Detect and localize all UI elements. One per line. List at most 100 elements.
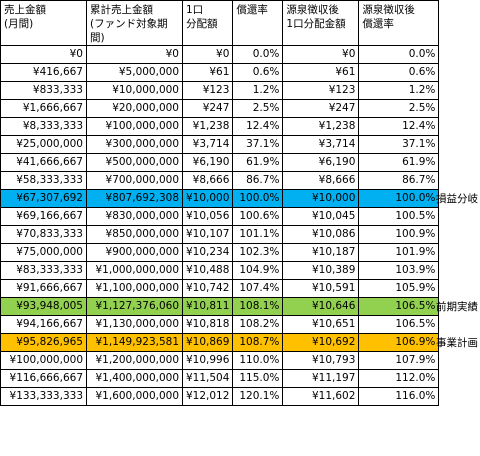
table-row: ¥91,666,667 ¥1,100,000,000 ¥10,742 107.4% ¥1… bbox=[0, 279, 440, 298]
monthly-sales-cell: ¥133,333,333 bbox=[0, 387, 87, 406]
redemption-rate-cell: 115.0% bbox=[232, 369, 284, 388]
monthly-sales-cell: ¥25,000,000 bbox=[0, 135, 87, 154]
cumulative-sales-cell: ¥1,127,376,060 bbox=[86, 297, 183, 316]
cumulative-sales-cell: ¥0 bbox=[86, 45, 183, 64]
redemption-rate-cell: 102.3% bbox=[232, 243, 284, 262]
distribution-cell: ¥8,666 bbox=[181, 171, 234, 190]
after-tax-distribution-cell: ¥1,238 bbox=[282, 117, 360, 136]
after-tax-distribution-cell: ¥10,187 bbox=[282, 243, 360, 262]
after-tax-distribution-cell: ¥10,000 bbox=[282, 189, 360, 208]
monthly-sales-cell: ¥116,666,667 bbox=[0, 369, 87, 388]
redemption-rate-cell: 107.4% bbox=[232, 279, 284, 298]
cumulative-sales-cell: ¥807,692,308 bbox=[86, 189, 183, 208]
cumulative-sales-cell: ¥830,000,000 bbox=[86, 207, 183, 226]
monthly-sales-cell: ¥75,000,000 bbox=[0, 243, 87, 262]
after-tax-distribution-cell: ¥11,197 bbox=[282, 369, 360, 388]
table-row: ¥25,000,000 ¥300,000,000 ¥3,714 37.1% ¥3,714… bbox=[0, 135, 440, 154]
cumulative-sales-cell: ¥100,000,000 bbox=[86, 117, 183, 136]
after-tax-distribution-cell: ¥247 bbox=[282, 99, 360, 118]
after-tax-rate-cell: 86.7% bbox=[358, 171, 440, 190]
distribution-cell: ¥10,996 bbox=[181, 351, 234, 370]
distribution-cell: ¥10,811 bbox=[181, 297, 234, 316]
monthly-sales-cell: ¥8,333,333 bbox=[0, 117, 87, 136]
table-row: ¥416,667 ¥5,000,000 ¥61 0.6% ¥61 0.6% bbox=[0, 63, 440, 82]
redemption-rate-cell: 110.0% bbox=[232, 351, 284, 370]
monthly-sales-cell: ¥67,307,692 bbox=[0, 189, 87, 208]
distribution-cell: ¥10,869 bbox=[181, 333, 234, 352]
after-tax-distribution-cell: ¥123 bbox=[282, 81, 360, 100]
distribution-cell: ¥10,488 bbox=[181, 261, 234, 280]
cumulative-sales-cell: ¥1,130,000,000 bbox=[86, 315, 183, 334]
table-row: ¥0 ¥0 ¥0 0.0% ¥0 0.0% bbox=[0, 45, 440, 64]
table-row: ¥83,333,333 ¥1,000,000,000 ¥10,488 104.9% ¥1… bbox=[0, 261, 440, 280]
monthly-sales-cell: ¥94,166,667 bbox=[0, 315, 87, 334]
redemption-rate-cell: 0.6% bbox=[232, 63, 284, 82]
after-tax-rate-cell: 2.5% bbox=[358, 99, 440, 118]
after-tax-rate-cell: 107.9% bbox=[358, 351, 440, 370]
distribution-cell: ¥11,504 bbox=[181, 369, 234, 388]
monthly-sales-cell: ¥416,667 bbox=[0, 63, 87, 82]
table-row: ¥93,948,005 ¥1,127,376,060 ¥10,811 108.1% ¥1… bbox=[0, 297, 440, 316]
redemption-table: 売上金額 (月間) 累計売上金額 (ファンド対象期間) 1口 分配額 償還率 源泉徴収… bbox=[0, 0, 440, 406]
after-tax-rate-cell: 106.5% bbox=[358, 297, 440, 316]
table-row: ¥75,000,000 ¥900,000,000 ¥10,234 102.3% ¥10,… bbox=[0, 243, 440, 262]
table-row: ¥133,333,333 ¥1,600,000,000 ¥12,012 120.1% ¥… bbox=[0, 387, 440, 406]
after-tax-rate-cell: 103.9% bbox=[358, 261, 440, 280]
after-tax-rate-cell: 112.0% bbox=[358, 369, 440, 388]
table-row: ¥8,333,333 ¥100,000,000 ¥1,238 12.4% ¥1,238 1… bbox=[0, 117, 440, 136]
after-tax-rate-cell: 37.1% bbox=[358, 135, 440, 154]
table-row: ¥100,000,000 ¥1,200,000,000 ¥10,996 110.0% ¥… bbox=[0, 351, 440, 370]
cumulative-sales-cell: ¥300,000,000 bbox=[86, 135, 183, 154]
distribution-cell: ¥10,818 bbox=[181, 315, 234, 334]
redemption-rate-cell: 108.7% bbox=[232, 333, 284, 352]
header-redemption-rate: 償還率 bbox=[232, 0, 284, 46]
monthly-sales-cell: ¥70,833,333 bbox=[0, 225, 87, 244]
distribution-cell: ¥10,234 bbox=[181, 243, 234, 262]
cumulative-sales-cell: ¥1,000,000,000 bbox=[86, 261, 183, 280]
header-monthly-sales: 売上金額 (月間) bbox=[0, 0, 87, 46]
after-tax-distribution-cell: ¥10,646 bbox=[282, 297, 360, 316]
after-tax-distribution-cell: ¥61 bbox=[282, 63, 360, 82]
table-row: ¥70,833,333 ¥850,000,000 ¥10,107 101.1% ¥10,… bbox=[0, 225, 440, 244]
table-row: ¥116,666,667 ¥1,400,000,000 ¥11,504 115.0% ¥… bbox=[0, 369, 440, 388]
header-distribution-per-unit: 1口 分配額 bbox=[181, 0, 234, 46]
redemption-rate-cell: 86.7% bbox=[232, 171, 284, 190]
after-tax-distribution-cell: ¥3,714 bbox=[282, 135, 360, 154]
after-tax-distribution-cell: ¥10,086 bbox=[282, 225, 360, 244]
after-tax-distribution-cell: ¥10,793 bbox=[282, 351, 360, 370]
redemption-rate-cell: 108.2% bbox=[232, 315, 284, 334]
redemption-rate-cell: 37.1% bbox=[232, 135, 284, 154]
cumulative-sales-cell: ¥5,000,000 bbox=[86, 63, 183, 82]
monthly-sales-cell: ¥69,166,667 bbox=[0, 207, 87, 226]
after-tax-rate-cell: 116.0% bbox=[358, 387, 440, 406]
cumulative-sales-cell: ¥20,000,000 bbox=[86, 99, 183, 118]
redemption-rate-cell: 2.5% bbox=[232, 99, 284, 118]
after-tax-rate-cell: 101.9% bbox=[358, 243, 440, 262]
distribution-cell: ¥10,056 bbox=[181, 207, 234, 226]
distribution-cell: ¥123 bbox=[181, 81, 234, 100]
after-tax-rate-cell: 100.5% bbox=[358, 207, 440, 226]
redemption-rate-cell: 61.9% bbox=[232, 153, 284, 172]
cumulative-sales-cell: ¥1,149,923,581 bbox=[86, 333, 183, 352]
header-cumulative-sales: 累計売上金額 (ファンド対象期間) bbox=[86, 0, 183, 46]
after-tax-rate-cell: 100.9% bbox=[358, 225, 440, 244]
table-row: ¥41,666,667 ¥500,000,000 ¥6,190 61.9% ¥6,190… bbox=[0, 153, 440, 172]
redemption-rate-cell: 1.2% bbox=[232, 81, 284, 100]
distribution-cell: ¥61 bbox=[181, 63, 234, 82]
redemption-rate-cell: 120.1% bbox=[232, 387, 284, 406]
table-row: ¥67,307,692 ¥807,692,308 ¥10,000 100.0% ¥10,… bbox=[0, 189, 440, 208]
header-row: 売上金額 (月間) 累計売上金額 (ファンド対象期間) 1口 分配額 償還率 源泉徴収… bbox=[0, 0, 440, 46]
distribution-cell: ¥12,012 bbox=[181, 387, 234, 406]
table-row: ¥833,333 ¥10,000,000 ¥123 1.2% ¥123 1.2% bbox=[0, 81, 440, 100]
distribution-cell: ¥3,714 bbox=[181, 135, 234, 154]
table-row: ¥95,826,965 ¥1,149,923,581 ¥10,869 108.7% ¥1… bbox=[0, 333, 440, 352]
after-tax-distribution-cell: ¥10,045 bbox=[282, 207, 360, 226]
after-tax-distribution-cell: ¥10,651 bbox=[282, 315, 360, 334]
after-tax-rate-cell: 12.4% bbox=[358, 117, 440, 136]
after-tax-distribution-cell: ¥11,602 bbox=[282, 387, 360, 406]
redemption-rate-cell: 104.9% bbox=[232, 261, 284, 280]
distribution-cell: ¥6,190 bbox=[181, 153, 234, 172]
cumulative-sales-cell: ¥1,400,000,000 bbox=[86, 369, 183, 388]
redemption-rate-cell: 100.0% bbox=[232, 189, 284, 208]
after-tax-rate-cell: 61.9% bbox=[358, 153, 440, 172]
